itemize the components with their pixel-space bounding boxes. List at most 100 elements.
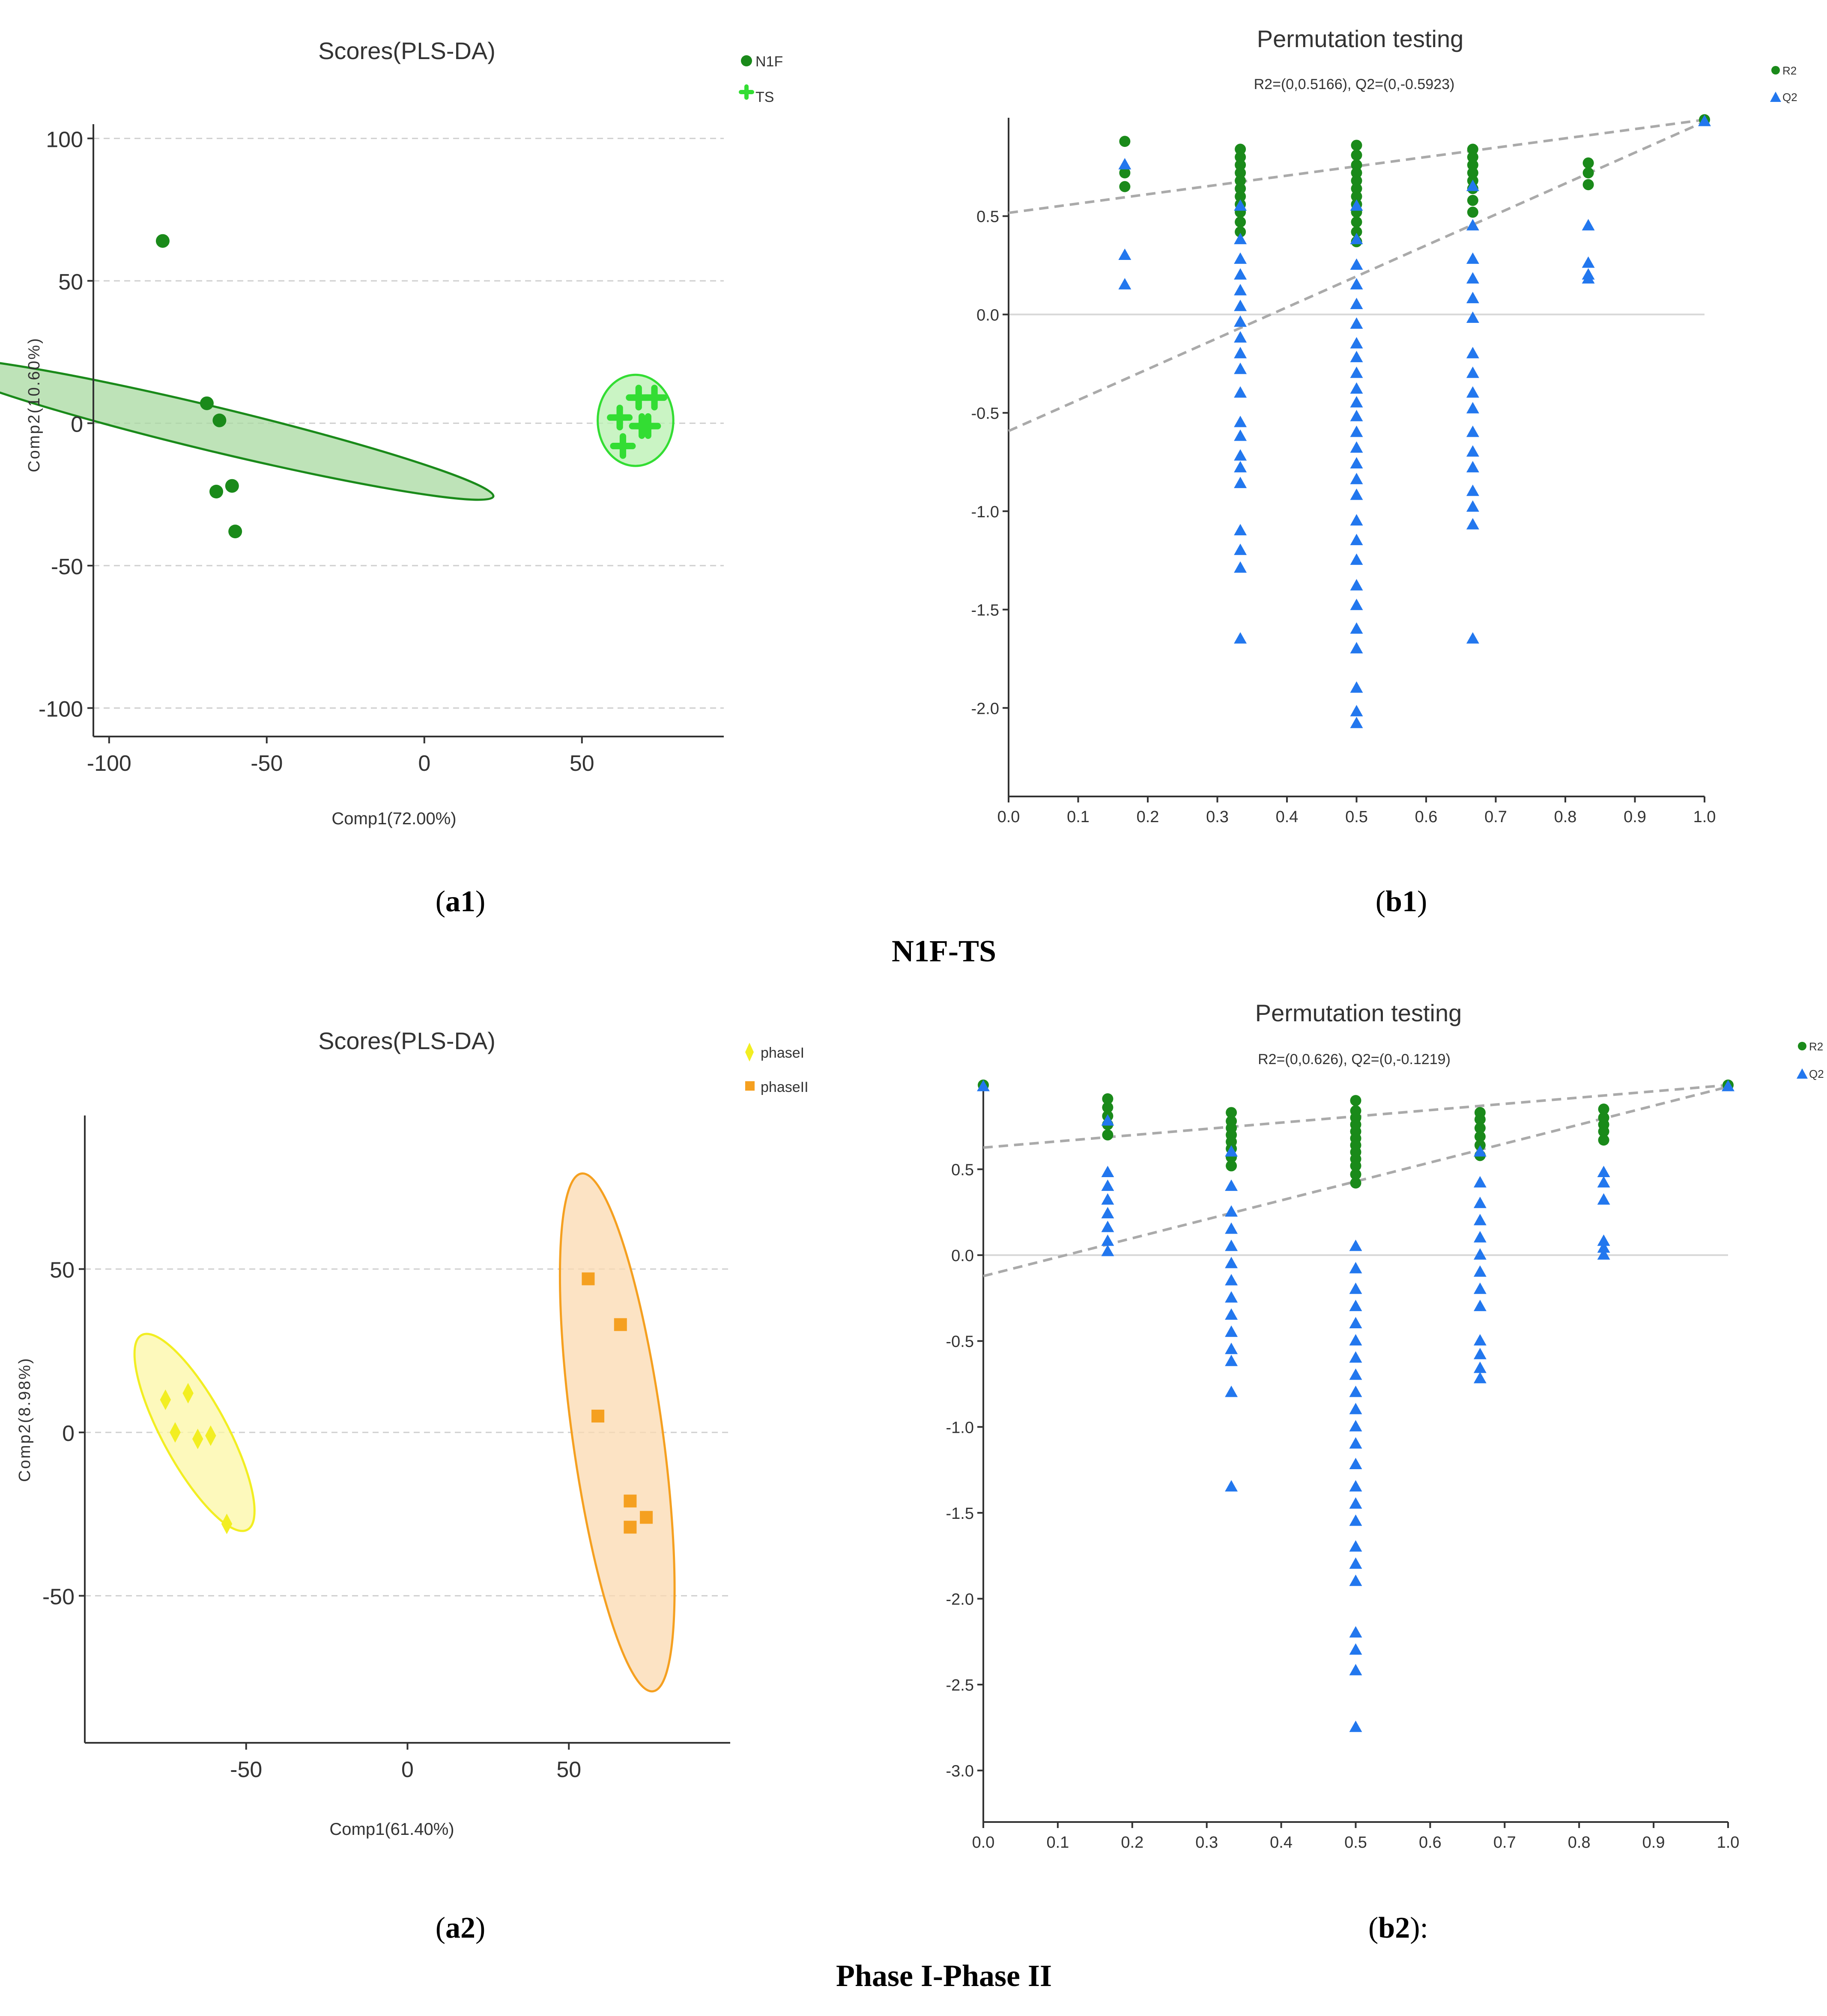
data-point-triangle [1349,1643,1362,1655]
data-point-circle [1351,159,1362,171]
data-point-triangle [1473,1265,1487,1277]
y-ticks: -100 -50 0 50 100 [39,127,93,722]
data-point-circle [1598,1103,1609,1115]
data-point-square [624,1521,637,1534]
data-point-triangle [1466,179,1479,191]
data-point-triangle [1349,1402,1362,1414]
legend-marker-q2 [1770,92,1781,102]
y-axis-label: Comp2(8.98%) [16,1357,34,1482]
data-point-triangle [1350,258,1363,270]
data-point-circle [1351,149,1362,161]
data-point-triangle [1350,514,1363,526]
data-point-triangle [1225,1354,1238,1366]
legend-marker-r2 [1798,1042,1806,1050]
data-point-triangle [1234,386,1247,398]
data-point-triangle [1466,219,1479,231]
data-point-circle [1235,159,1246,171]
data-point-triangle [1225,1274,1238,1285]
data-point-triangle [1473,1145,1487,1157]
data-point-triangle [1234,461,1247,473]
data-point-circle [225,479,239,493]
row-label-phase: Phase I-Phase II [836,1959,1052,1993]
data-point-triangle [1466,366,1479,378]
data-point-triangle [1349,1317,1362,1329]
data-point-triangle [1466,311,1479,323]
data-point-triangle [1349,1458,1362,1469]
data-point-triangle [1350,278,1363,289]
x-tick-label: 0.4 [1276,808,1299,826]
data-point-circle [1598,1134,1609,1146]
data-point-triangle [1234,199,1247,211]
y-tick-label: 100 [46,127,83,152]
legend-label-phaseii: phaseII [761,1079,809,1095]
data-point-triangle [1234,284,1247,295]
data-point-triangle [1350,382,1363,394]
data-point-triangle [1234,561,1247,573]
x-tick-label: 0.6 [1419,1834,1442,1852]
panel-caption-a1: (a1) [436,885,486,918]
data-point-triangle [1225,1385,1238,1397]
x-tick-label: 0.9 [1624,808,1646,826]
y-tick-label: 50 [58,270,83,295]
x-tick-label: -50 [251,751,283,776]
data-point-square [624,1494,637,1508]
data-point-triangle [1597,1176,1610,1188]
data-point-circle [1467,194,1478,206]
legend-label-q2: Q2 [1782,91,1797,104]
data-point-triangle [1349,1497,1362,1509]
y-tick-label: 0.5 [976,208,999,226]
data-point-circle [1350,1177,1361,1189]
x-tick-label: 0.0 [997,808,1020,826]
data-point-triangle [1225,1325,1238,1337]
x-tick-label: 0.8 [1554,808,1577,826]
data-point-triangle [1101,1207,1114,1219]
data-point-triangle [1350,410,1363,421]
data-point-circle [155,234,170,248]
x-tick-label: 0.0 [972,1834,995,1852]
data-point-circle [1119,136,1131,147]
data-point-diamond [192,1428,203,1449]
data-point-circle [1235,191,1246,202]
chart-title: Permutation testing [1257,25,1463,52]
data-point-circle [209,485,224,498]
data-point-triangle [1349,1351,1362,1363]
data-point-triangle [1234,543,1247,555]
points [977,1080,1734,1732]
data-point-triangle [1234,347,1247,358]
data-point-triangle [1118,158,1131,170]
panel-caption-b1: (b1) [1376,885,1427,918]
data-point-triangle [1101,1244,1114,1256]
x-tick-label: 0.2 [1121,1834,1143,1852]
data-point-triangle [1350,716,1363,728]
data-point-triangle [1473,1372,1487,1384]
data-point-triangle [1473,1196,1487,1208]
data-point-diamond [205,1425,216,1446]
data-point-triangle [1234,331,1247,343]
y-tick-label: -3.0 [946,1763,974,1780]
data-point-triangle [1350,534,1363,546]
data-point-triangle [1466,518,1479,530]
data-point-triangle [1349,1334,1362,1346]
data-point-triangle [1101,1234,1114,1246]
panel-b2: Permutation testing R2=(0,0.626), Q2=(0,… [946,999,1824,1944]
data-point-circle [1582,179,1594,191]
data-point-triangle [1349,1385,1362,1397]
data-point-circle [1582,167,1594,179]
legend-label-phasei: phaseI [761,1045,804,1061]
data-point-triangle [1349,1300,1362,1311]
panel-a2: Scores(PLS-DA) -50 0 50 -50 0 50 Comp1(61.40… [16,1027,809,1944]
data-point-circle [1102,1102,1114,1113]
data-point-triangle [1225,1222,1238,1234]
data-point-circle [1235,175,1246,187]
data-point-circle [1474,1114,1486,1125]
legend-label-r2: R2 [1782,64,1797,77]
data-point-triangle [1349,1239,1362,1251]
x-tick-label: 0.7 [1493,1834,1516,1852]
data-point-plus [607,405,633,431]
data-point-triangle [1350,473,1363,484]
legend-marker-phaseii [745,1081,755,1091]
data-point-square [614,1318,627,1331]
data-point-circle [228,525,242,539]
data-point-triangle [1349,1557,1362,1569]
x-tick-label: 0.5 [1344,1834,1367,1852]
